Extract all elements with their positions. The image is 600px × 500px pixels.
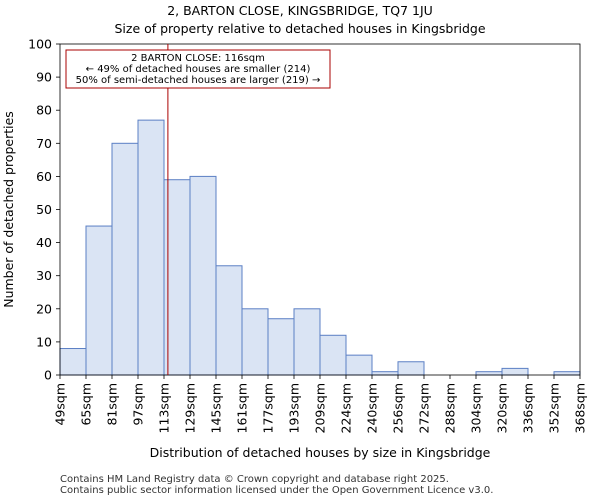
- x-tick-label: 129sqm: [183, 383, 198, 433]
- x-tick-label: 209sqm: [313, 383, 328, 433]
- x-tick-label: 240sqm: [365, 383, 380, 433]
- x-tick-label: 49sqm: [53, 383, 68, 426]
- x-tick-label: 368sqm: [573, 383, 588, 433]
- bar: [319, 334, 347, 376]
- x-tick-label: 65sqm: [79, 383, 94, 426]
- y-tick-label: 50: [36, 202, 52, 217]
- bar: [345, 354, 373, 376]
- bar: [111, 142, 139, 376]
- x-tick-label: 81sqm: [105, 383, 120, 426]
- y-tick-label: 90: [36, 70, 52, 85]
- x-tick-label: 304sqm: [469, 383, 484, 433]
- x-axis-label: Distribution of detached houses by size …: [150, 445, 491, 460]
- bar: [397, 361, 425, 376]
- x-tick-label: 336sqm: [521, 383, 536, 433]
- y-tick-label: 30: [36, 268, 52, 283]
- bar: [137, 119, 165, 376]
- footer-line-1: Contains HM Land Registry data © Crown c…: [60, 474, 449, 485]
- bar: [189, 175, 217, 376]
- y-axis-label: Number of detached properties: [1, 111, 16, 308]
- bar: [85, 225, 113, 376]
- x-tick-label: 352sqm: [547, 383, 562, 433]
- bar: [59, 348, 87, 376]
- x-tick-label: 145sqm: [209, 383, 224, 433]
- x-tick-label: 177sqm: [261, 383, 276, 433]
- bar: [267, 318, 295, 376]
- y-tick-label: 70: [36, 136, 52, 151]
- chart-subtitle: Size of property relative to detached ho…: [114, 21, 486, 36]
- annotation-smaller: ← 49% of detached houses are smaller (21…: [86, 64, 311, 75]
- x-tick-label: 113sqm: [157, 383, 172, 433]
- y-tick-label: 100: [28, 37, 52, 52]
- y-tick-label: 0: [44, 368, 52, 383]
- bar: [553, 371, 581, 376]
- bar: [215, 265, 243, 376]
- y-tick-label: 40: [36, 235, 52, 250]
- footer-line-2: Contains public sector information licen…: [60, 485, 494, 496]
- bar: [475, 371, 503, 376]
- annotation-box: [65, 49, 331, 89]
- x-tick-label: 272sqm: [417, 383, 432, 433]
- chart-title: 2, BARTON CLOSE, KINGSBRIDGE, TQ7 1JU: [167, 3, 433, 18]
- y-tick-label: 60: [36, 169, 52, 184]
- bar: [501, 367, 529, 376]
- bar: [241, 308, 269, 376]
- x-tick-label: 320sqm: [495, 383, 510, 433]
- x-tick-label: 288sqm: [443, 383, 458, 433]
- y-tick-label: 10: [36, 334, 52, 349]
- y-tick-label: 80: [36, 103, 52, 118]
- x-tick-label: 193sqm: [287, 383, 302, 433]
- annotation-title: 2 BARTON CLOSE: 116sqm: [131, 53, 265, 64]
- x-tick-label: 97sqm: [131, 383, 146, 426]
- x-tick-label: 224sqm: [339, 383, 354, 433]
- bar: [371, 371, 399, 376]
- x-tick-label: 161sqm: [235, 383, 250, 433]
- y-tick-label: 20: [36, 301, 52, 316]
- bar: [293, 308, 321, 376]
- x-tick-label: 256sqm: [391, 383, 406, 433]
- annotation-larger: 50% of semi-detached houses are larger (…: [76, 75, 321, 86]
